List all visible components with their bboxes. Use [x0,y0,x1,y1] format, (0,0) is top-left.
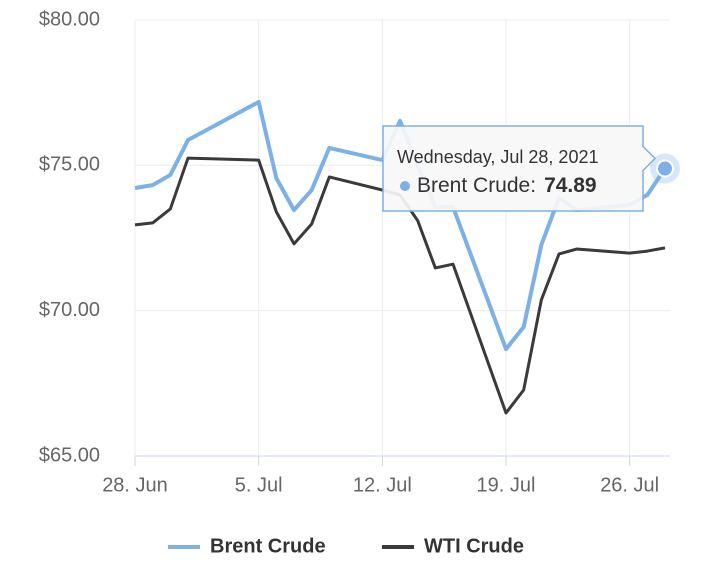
y-tick-label: $80.00 [39,8,100,30]
legend-label[interactable]: Brent Crude [210,535,326,557]
tooltip-label: Brent Crude: [417,174,536,197]
y-tick-label: $75.00 [39,154,100,176]
tooltip-text: Brent Crude: 74.89 [417,174,597,197]
y-tick-label: $65.00 [39,444,100,466]
tooltip-title: Wednesday, Jul 28, 2021 [397,147,598,167]
x-tick-label: 26. Jul [600,474,659,496]
y-tick-label: $70.00 [39,299,100,321]
x-tick-label: 12. Jul [353,474,412,496]
x-tick-label: 5. Jul [235,474,283,496]
x-tick-label: 28. Jun [102,474,168,496]
x-tick-label: 19. Jul [477,474,536,496]
tooltip: Wednesday, Jul 28, 2021 Brent Crude: 74.89 [382,125,657,212]
tooltip-marker [400,181,410,191]
hover-point [656,159,674,178]
tooltip-box [382,125,657,212]
tooltip-value: 74.89 [544,174,597,197]
legend-label[interactable]: WTI Crude [424,535,524,557]
legend: Brent Crude WTI Crude [168,535,524,557]
